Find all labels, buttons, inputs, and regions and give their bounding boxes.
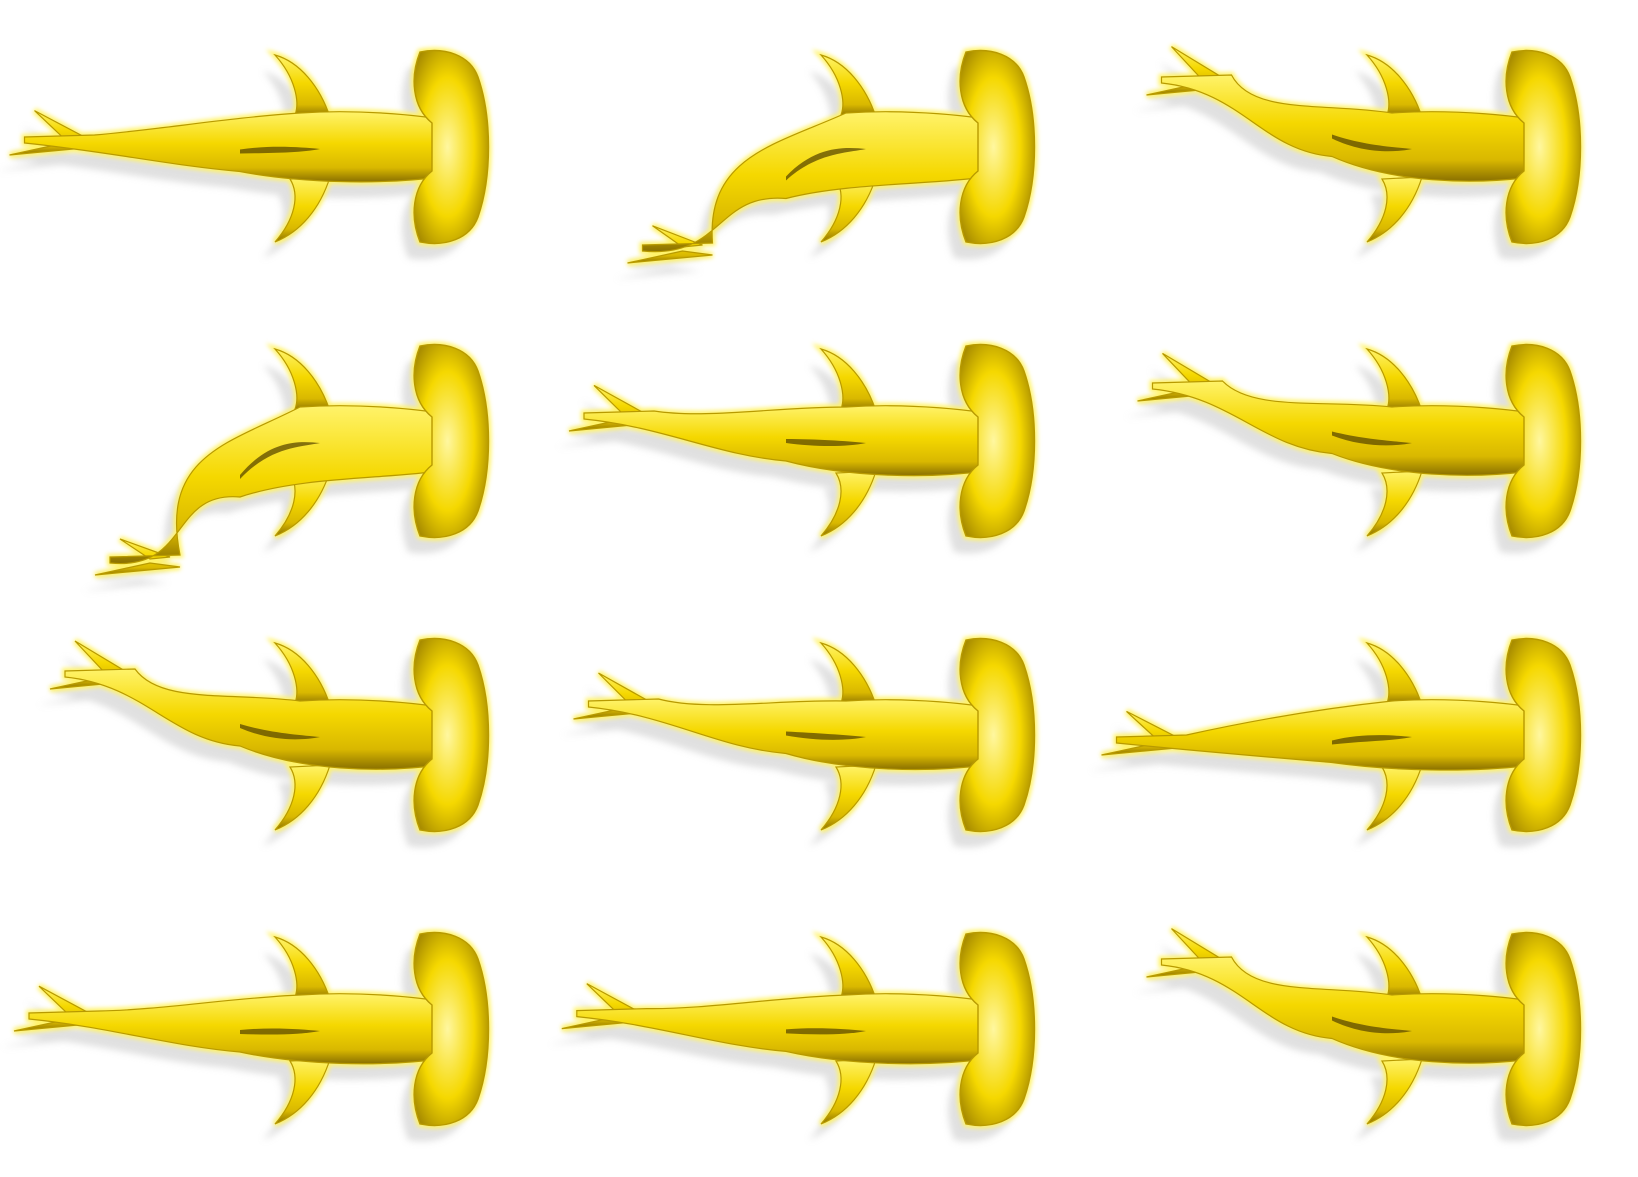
hammerhead-shark-sprite xyxy=(2,929,492,1142)
dorsal-shading xyxy=(1332,134,1412,152)
dorsal-shading xyxy=(1332,431,1412,446)
pectoral-fin-top xyxy=(273,641,331,706)
pectoral-fin-top xyxy=(1365,53,1423,118)
shark-frame xyxy=(0,882,546,1176)
hammerhead-shark-sprite xyxy=(615,47,1038,279)
tail-fin xyxy=(94,538,181,576)
shark-body xyxy=(568,343,1036,539)
dorsal-shading xyxy=(786,731,866,740)
dorsal-shading xyxy=(786,439,866,446)
pectoral-fin-bottom xyxy=(1366,176,1423,243)
shark-body xyxy=(1146,46,1582,245)
shark-frame xyxy=(546,588,1092,882)
pectoral-fin-bottom xyxy=(274,1058,331,1125)
hammer-head xyxy=(1505,49,1582,245)
shark-frame xyxy=(0,588,546,882)
pectoral-fin-top xyxy=(819,935,877,1000)
pectoral-fin-top xyxy=(273,347,331,412)
dorsal-shading xyxy=(1332,735,1412,745)
dorsal-shading xyxy=(240,146,320,154)
hammerhead-shark-sprite xyxy=(1134,44,1584,260)
hammer-head xyxy=(413,931,490,1127)
shark-body xyxy=(1101,637,1582,833)
pectoral-fin-top xyxy=(273,935,331,1000)
pectoral-fin-top xyxy=(1365,935,1423,1000)
shark-frame xyxy=(0,294,546,591)
hammerhead-shark-sprite xyxy=(557,341,1038,554)
shark-body xyxy=(1146,928,1582,1127)
dorsal-shading xyxy=(240,1028,320,1035)
hammer-head xyxy=(413,49,490,245)
hammerhead-shark-sprite xyxy=(1089,635,1584,848)
dorsal-shading xyxy=(240,724,320,740)
hammerhead-shark-sprite xyxy=(38,635,492,848)
shark-body xyxy=(561,931,1036,1127)
hammerhead-shark-sprite xyxy=(561,635,1038,848)
hammer-head xyxy=(959,931,1036,1127)
dorsal-shading xyxy=(240,442,320,479)
pectoral-fin-bottom xyxy=(1366,764,1423,831)
pectoral-fin-bottom xyxy=(820,764,877,831)
shark-frame xyxy=(1092,294,1638,588)
shark-torso xyxy=(23,111,471,183)
shark-frame xyxy=(546,882,1092,1176)
shark-frame xyxy=(546,294,1092,588)
hammer-head xyxy=(959,343,1036,539)
shark-body xyxy=(9,49,490,245)
hammerhead-shark-sprite xyxy=(1125,341,1584,554)
pectoral-fin-top xyxy=(819,347,877,412)
shark-body xyxy=(1137,343,1582,539)
hammer-head xyxy=(959,637,1036,833)
pectoral-fin-bottom xyxy=(274,176,331,243)
hammerhead-shark-sprite xyxy=(83,341,492,591)
pectoral-fin-bottom xyxy=(1366,1058,1423,1125)
shark-body xyxy=(627,49,1036,264)
shark-frame xyxy=(1092,882,1638,1176)
shark-frame xyxy=(546,0,1092,294)
shark-body xyxy=(49,637,490,833)
dorsal-shading xyxy=(786,1028,866,1035)
shark-frame xyxy=(0,0,546,294)
shark-body xyxy=(94,343,490,576)
pectoral-fin-top xyxy=(819,641,877,706)
pectoral-fin-top xyxy=(819,53,877,118)
hammer-head xyxy=(1505,931,1582,1127)
shark-frame xyxy=(1089,588,1638,882)
tail-fin xyxy=(627,225,713,264)
pectoral-fin-top xyxy=(1365,641,1423,706)
hammer-head xyxy=(959,49,1036,245)
shark-body xyxy=(13,931,490,1127)
hammer-head xyxy=(1505,637,1582,833)
dorsal-shading xyxy=(1332,1016,1412,1034)
shark-body xyxy=(573,637,1036,833)
hammer-head xyxy=(1505,343,1582,539)
shark-torso xyxy=(28,993,471,1065)
dorsal-shading xyxy=(786,148,866,181)
pectoral-fin-bottom xyxy=(1366,470,1423,537)
pectoral-fin-top xyxy=(273,53,331,118)
hammer-head xyxy=(413,343,490,539)
shark-torso xyxy=(641,111,1017,253)
hammer-head xyxy=(413,637,490,833)
hammerhead-shark-sprite xyxy=(1134,926,1584,1142)
pectoral-fin-bottom xyxy=(820,470,877,537)
hammerhead-shark-sprite xyxy=(549,929,1038,1142)
pectoral-fin-bottom xyxy=(820,1058,877,1125)
shark-torso xyxy=(109,405,471,565)
pectoral-fin-top xyxy=(1365,347,1423,412)
shark-frame xyxy=(1092,0,1638,294)
hammerhead-shark-sprite xyxy=(0,47,492,260)
pectoral-fin-bottom xyxy=(274,764,331,831)
pectoral-fin-bottom xyxy=(820,176,877,243)
